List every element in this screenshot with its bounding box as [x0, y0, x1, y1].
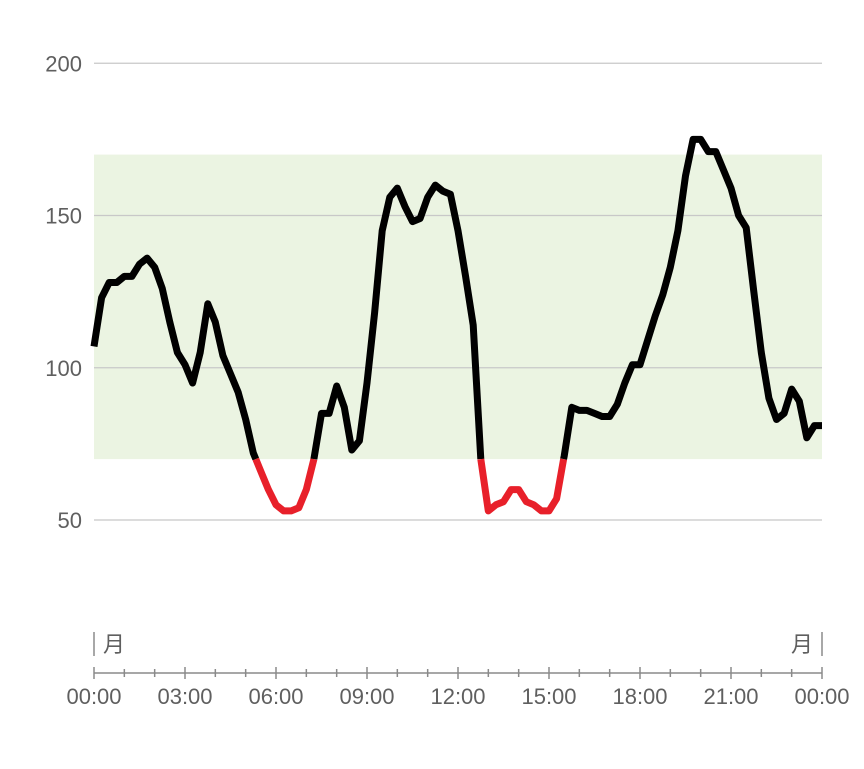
glucose-series-line	[90, 135, 822, 515]
line-segment-4	[560, 135, 822, 460]
y-tick-label-50: 50	[58, 508, 82, 533]
y-tick-label-150: 150	[45, 204, 82, 229]
x-tick-label-6: 18:00	[612, 684, 667, 709]
x-tick-label-4: 12:00	[430, 684, 485, 709]
day-label-end: 月	[791, 633, 813, 658]
x-axis: 00:00 03:00 06:00 09:00 12:00 15:00 18:00 21:00…	[66, 667, 850, 709]
x-tick-label-5: 15:00	[521, 684, 576, 709]
x-tick-label-8: 00:00	[794, 684, 849, 709]
line-segment-0	[90, 254, 260, 461]
y-axis-labels: 50 100 150 200	[45, 51, 82, 533]
line-segment-2	[310, 181, 485, 460]
low-segment-1	[252, 457, 318, 515]
x-tick-label-0: 00:00	[66, 684, 121, 709]
target-range-band	[94, 154, 822, 460]
x-tick-label-7: 21:00	[703, 684, 758, 709]
y-tick-label-200: 200	[45, 51, 82, 76]
y-tick-label-100: 100	[45, 356, 82, 381]
x-tick-label-3: 09:00	[339, 684, 394, 709]
day-label-start: 月	[103, 633, 125, 658]
low-segment-3	[477, 458, 568, 515]
x-tick-label-2: 06:00	[248, 684, 303, 709]
x-tick-label-1: 03:00	[157, 684, 212, 709]
